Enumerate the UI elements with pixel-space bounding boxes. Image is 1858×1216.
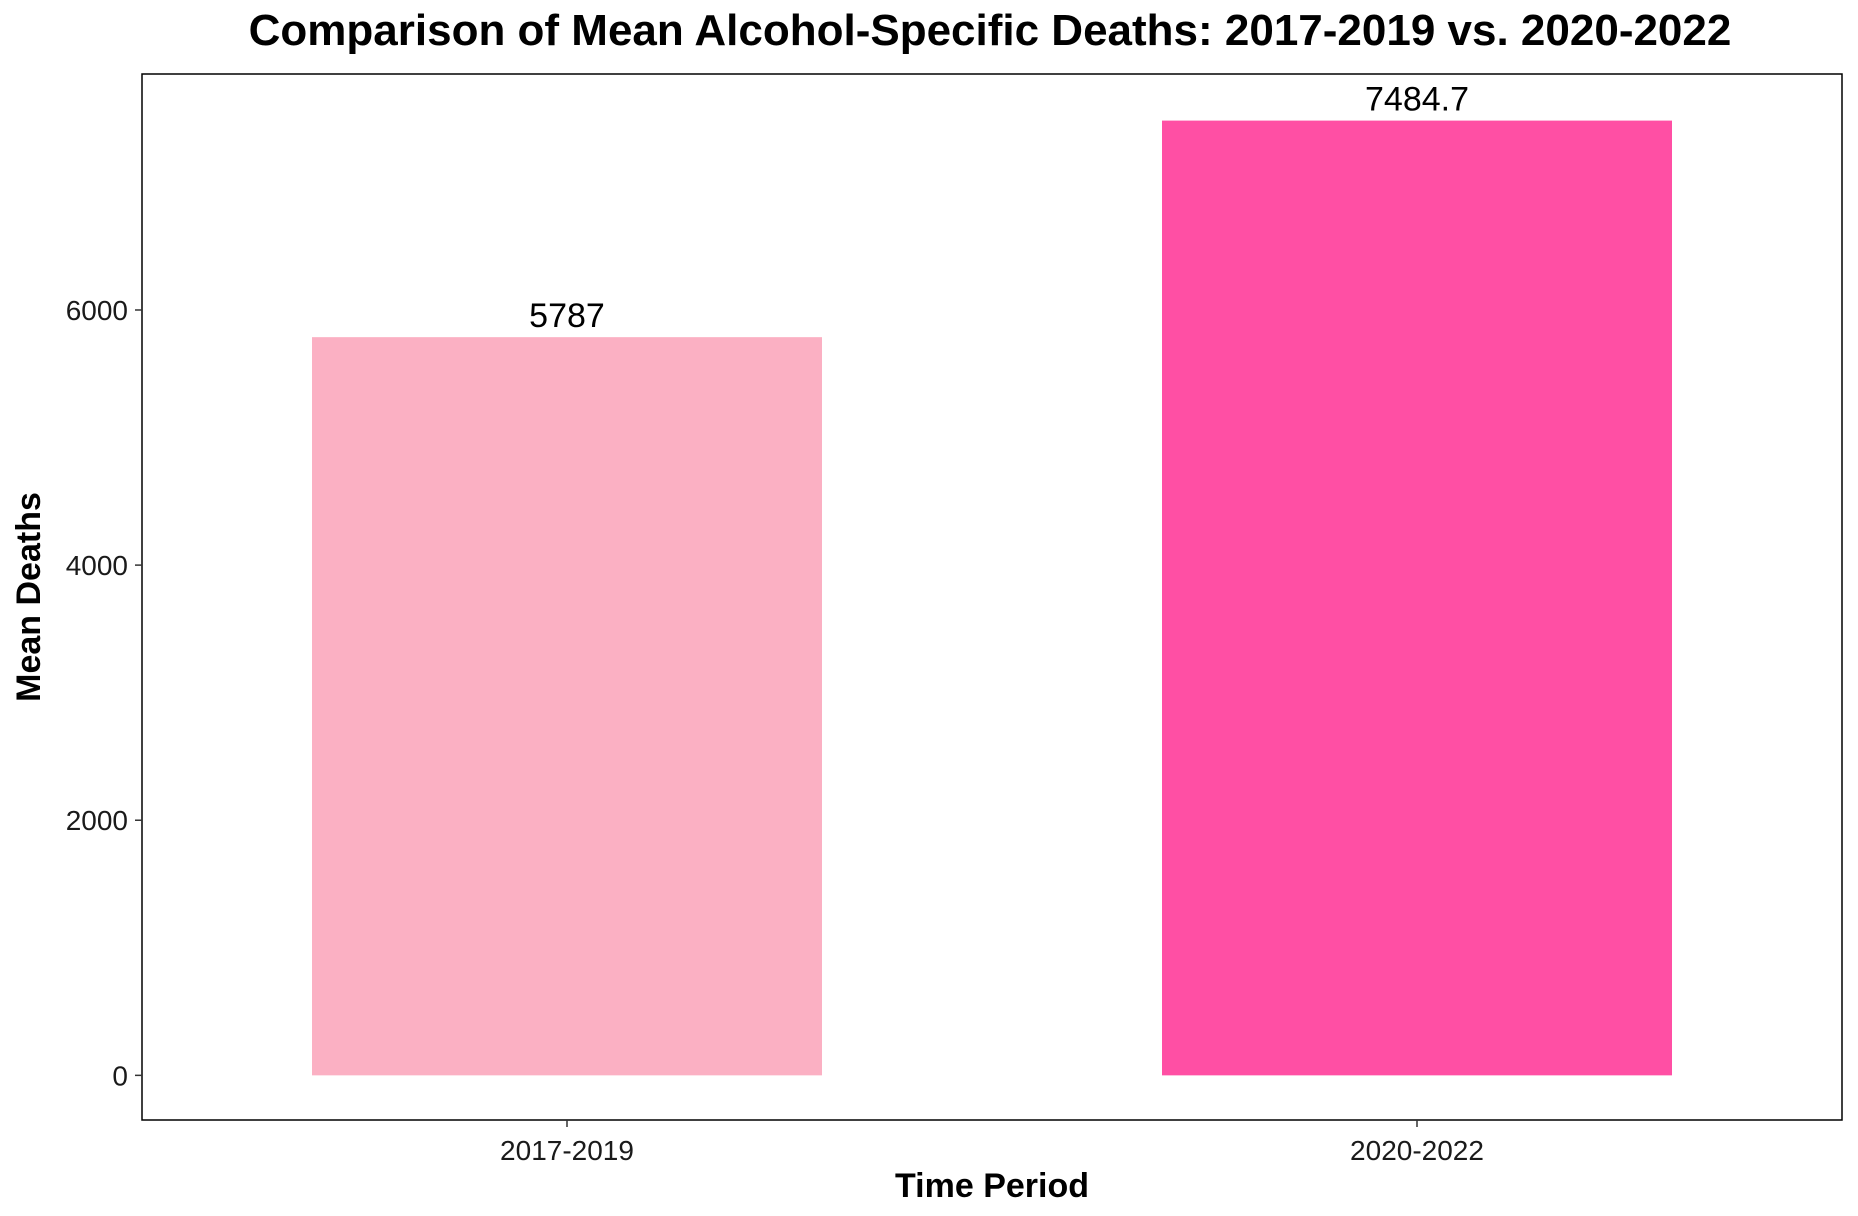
y-tick-label-4000: 4000 bbox=[66, 550, 128, 581]
y-tick-label-2000: 2000 bbox=[66, 805, 128, 836]
y-axis-title: Mean Deaths bbox=[10, 492, 48, 702]
y-axis: 0 2000 4000 6000 bbox=[66, 295, 142, 1091]
data-labels-layer: 5787 7484.7 bbox=[529, 81, 1469, 336]
y-tick-label-0: 0 bbox=[112, 1060, 128, 1091]
x-axis: 2017-2019 2020-2022 bbox=[500, 1120, 1484, 1166]
chart-title: Comparison of Mean Alcohol-Specific Deat… bbox=[249, 6, 1732, 55]
bar-2020-2022 bbox=[1162, 120, 1672, 1076]
bar-2017-2019 bbox=[312, 337, 822, 1076]
bars-layer bbox=[312, 120, 1672, 1076]
data-label-2020-2022: 7484.7 bbox=[1365, 81, 1469, 119]
y-tick-label-6000: 6000 bbox=[66, 295, 128, 326]
x-tick-label-2020-2022: 2020-2022 bbox=[1350, 1135, 1484, 1166]
x-axis-title: Time Period bbox=[895, 1167, 1089, 1205]
x-tick-label-2017-2019: 2017-2019 bbox=[500, 1135, 634, 1166]
data-label-2017-2019: 5787 bbox=[529, 297, 605, 335]
